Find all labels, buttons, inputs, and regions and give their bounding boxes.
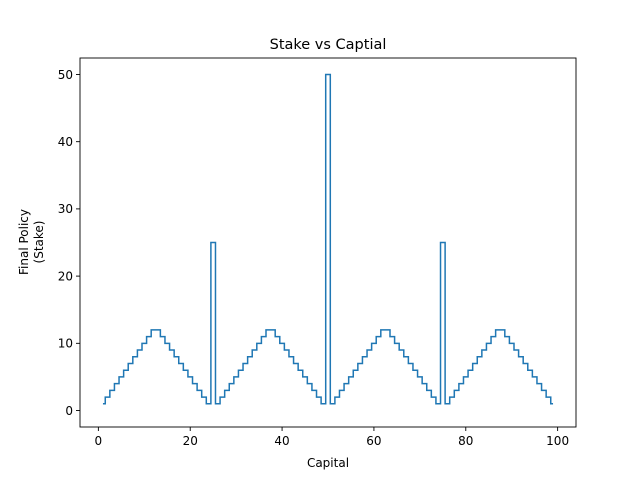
- x-axis-ticks: 0 20 40 60 80 100: [95, 427, 569, 448]
- y-axis-label-line-1: Final Policy: [17, 209, 31, 275]
- y-tick-label: 20: [58, 269, 73, 283]
- y-tick-label: 30: [58, 202, 73, 216]
- axes-frame: [79, 57, 577, 428]
- x-tick-label: 0: [95, 434, 103, 448]
- x-tick-label: 100: [546, 434, 569, 448]
- axes-background: [80, 58, 576, 427]
- x-tick-label: 40: [274, 434, 289, 448]
- y-tick-label: 50: [58, 68, 73, 82]
- x-tick-label: 60: [366, 434, 381, 448]
- plot-area: [79, 57, 577, 428]
- series-line-0: [102, 73, 554, 405]
- y-axis-ticks: 0 10 20 30 40 50: [58, 68, 80, 418]
- x-tick-label: 80: [458, 434, 473, 448]
- chart-title: Stake vs Captial: [270, 37, 387, 53]
- x-tick-label: 20: [183, 434, 198, 448]
- y-axis-label-line-2: (Stake): [32, 221, 46, 264]
- series-layer: [102, 73, 554, 405]
- y-tick-label: 10: [58, 337, 73, 351]
- y-tick-label: 40: [58, 135, 73, 149]
- x-axis-label: Capital: [307, 456, 349, 470]
- y-tick-label: 0: [65, 404, 73, 418]
